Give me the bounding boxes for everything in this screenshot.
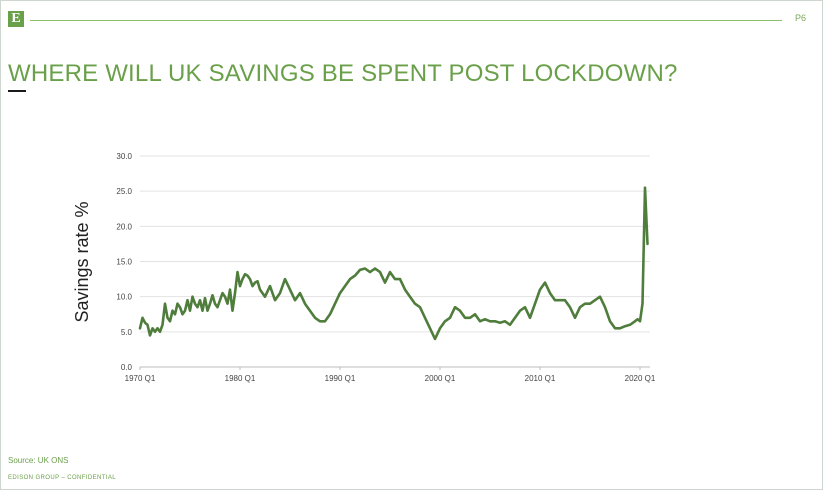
x-tick-label: 2010 Q1: [525, 374, 556, 383]
y-axis-label: Savings rate %: [72, 201, 92, 322]
source-note: Source: UK ONS: [8, 456, 69, 465]
x-tick-label: 1990 Q1: [325, 374, 356, 383]
y-tick-label: 20.0: [116, 222, 132, 231]
edison-logo: E: [8, 11, 24, 27]
y-tick-label: 5.0: [121, 328, 133, 337]
y-tick-label: 25.0: [116, 187, 132, 196]
slide-title: WHERE WILL UK SAVINGS BE SPENT POST LOCK…: [8, 60, 678, 87]
y-tick-label: 30.0: [116, 152, 132, 161]
y-tick-label: 10.0: [116, 293, 132, 302]
x-tick-label: 1970 Q1: [125, 374, 156, 383]
title-underline: [8, 90, 26, 92]
x-tick-label: 2000 Q1: [425, 374, 456, 383]
y-tick-label: 15.0: [116, 258, 132, 267]
y-tick-labels: 0.0 5.0 10.0 15.0 20.0 25.0 30.0: [116, 152, 132, 372]
x-tick-label: 2020 Q1: [625, 374, 656, 383]
x-tick-labels: 1970 Q1 1980 Q1 1990 Q1 2000 Q1 2010 Q1 2020 …: [125, 367, 656, 383]
x-tick-label: 1980 Q1: [225, 374, 256, 383]
y-tick-label: 0.0: [121, 363, 133, 372]
footer-confidential: EDISON GROUP – CONFIDENTIAL: [8, 475, 117, 481]
series-line-savings-rate: [138, 186, 649, 341]
header-rule: [30, 20, 782, 21]
series-group: [138, 186, 649, 341]
page-number: P6: [795, 13, 807, 23]
